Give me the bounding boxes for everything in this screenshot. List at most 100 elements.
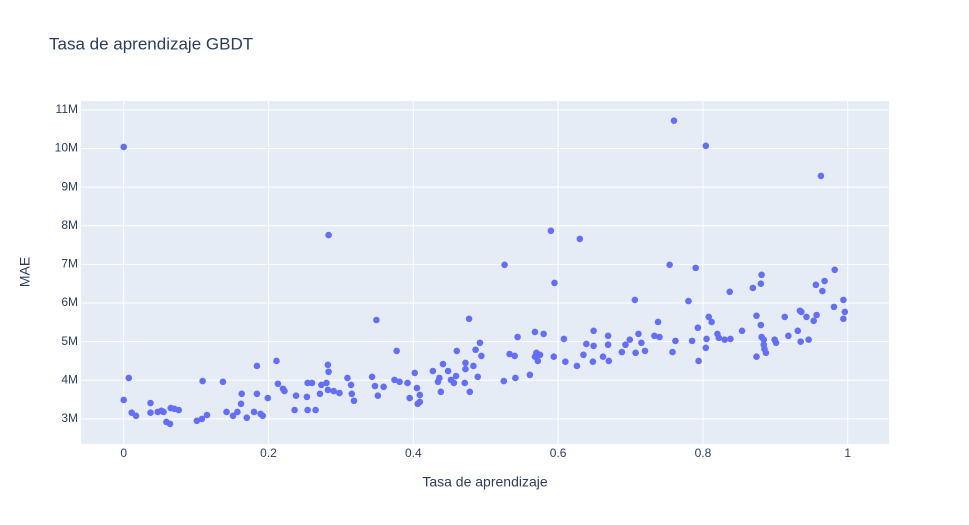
point (347, 381, 355, 389)
x-tick-label: 0.8 (695, 446, 712, 460)
point (589, 358, 597, 366)
point (694, 324, 702, 332)
point (274, 380, 282, 388)
point (474, 373, 482, 381)
point (243, 414, 251, 422)
point (253, 390, 261, 398)
point (757, 280, 765, 288)
point (562, 358, 569, 366)
point (166, 420, 174, 428)
point (666, 261, 673, 269)
point (281, 387, 288, 395)
point (738, 327, 746, 335)
point (817, 172, 825, 180)
point (380, 383, 387, 391)
y-tick-label: 10M (55, 141, 78, 155)
point (703, 335, 710, 343)
point (436, 374, 443, 382)
point (175, 406, 183, 414)
point (371, 382, 379, 390)
point (550, 353, 558, 361)
point (590, 327, 597, 335)
y-tick-label: 4M (61, 372, 78, 386)
x-tick-label: 0.2 (260, 446, 277, 460)
y-tick-label: 8M (61, 218, 78, 232)
point (416, 398, 424, 406)
point (692, 264, 699, 272)
point (604, 332, 612, 340)
point (831, 266, 838, 274)
point (393, 347, 400, 355)
point (324, 361, 332, 369)
point (669, 348, 676, 356)
point (125, 374, 133, 382)
point (147, 399, 154, 407)
y-axis-title: MAE (17, 257, 33, 287)
point (312, 406, 319, 414)
point (259, 412, 267, 420)
point (727, 335, 734, 343)
point (511, 352, 518, 360)
point (476, 339, 484, 347)
point (618, 348, 626, 356)
point (478, 352, 485, 360)
point (819, 287, 826, 295)
chart-title: Tasa de aprendizaje GBDT (49, 34, 253, 53)
point (120, 143, 128, 151)
point (604, 341, 612, 349)
y-tick-label: 9M (61, 179, 78, 193)
point (237, 400, 245, 408)
point (413, 384, 421, 392)
point (670, 117, 678, 124)
point (374, 392, 382, 400)
point (695, 357, 702, 365)
point (234, 408, 241, 416)
point (238, 390, 246, 398)
point (812, 281, 820, 289)
point (452, 372, 460, 380)
point (810, 317, 818, 325)
point (465, 315, 473, 323)
point (803, 313, 810, 321)
point (794, 327, 802, 335)
point (198, 415, 206, 423)
point (132, 412, 140, 420)
point (715, 334, 723, 342)
point (506, 350, 513, 358)
point (120, 396, 128, 404)
point (830, 303, 838, 311)
point (303, 393, 311, 401)
point (470, 362, 477, 370)
point (622, 341, 629, 349)
point (534, 357, 542, 365)
point (702, 344, 710, 352)
point (536, 351, 544, 359)
point (461, 379, 469, 387)
point (219, 378, 227, 386)
point (526, 371, 534, 379)
point (429, 367, 437, 375)
point (344, 374, 351, 382)
point (439, 360, 447, 368)
plot-area (81, 101, 889, 444)
point (708, 318, 715, 326)
point (450, 379, 458, 387)
point (583, 340, 590, 348)
point (638, 339, 645, 347)
point (292, 392, 300, 400)
point (685, 297, 692, 305)
point (785, 332, 792, 340)
point (318, 381, 325, 389)
point (798, 308, 805, 316)
y-tick-label: 3M (61, 411, 78, 425)
point (203, 411, 211, 419)
point (641, 347, 649, 355)
point (672, 337, 679, 345)
point (348, 390, 356, 398)
point (656, 333, 663, 341)
point (632, 349, 639, 357)
point (753, 312, 760, 320)
point (757, 321, 765, 329)
point (531, 328, 539, 336)
point (462, 359, 469, 367)
